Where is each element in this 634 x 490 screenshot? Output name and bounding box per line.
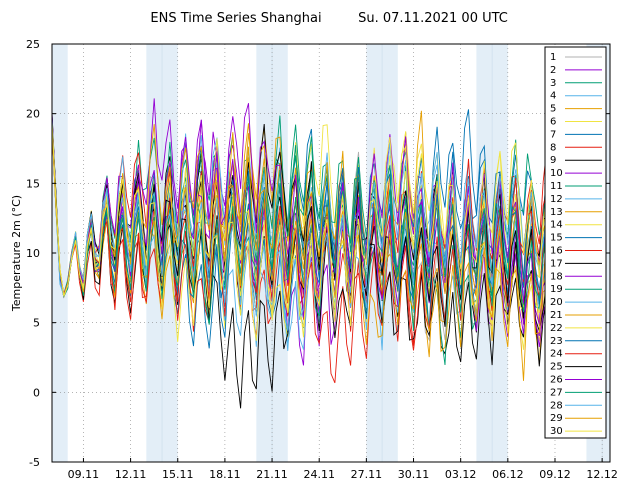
series-line-20 xyxy=(51,119,603,351)
y-tick-label: -5 xyxy=(29,456,40,469)
x-tick-label: 30.11 xyxy=(398,468,430,481)
x-tick-label: 09.12 xyxy=(539,468,571,481)
legend-label: 17 xyxy=(550,258,563,269)
y-tick-label: 0 xyxy=(33,386,40,399)
y-tick-label: 20 xyxy=(26,108,40,121)
series-lines xyxy=(51,98,603,409)
series-line-27 xyxy=(51,121,603,325)
legend-label: 15 xyxy=(550,233,563,244)
legend-label: 10 xyxy=(550,168,563,179)
legend-label: 26 xyxy=(550,375,563,386)
y-tick-label: 5 xyxy=(33,317,40,330)
legend-label: 12 xyxy=(550,194,563,205)
legend-label: 22 xyxy=(550,323,563,334)
legend-label: 3 xyxy=(550,78,556,89)
legend-label: 14 xyxy=(550,220,563,231)
y-tick-label: 10 xyxy=(26,247,40,260)
y-tick-label: 15 xyxy=(26,177,40,190)
legend-label: 25 xyxy=(550,362,563,373)
legend-label: 9 xyxy=(550,155,556,166)
x-tick-label: 24.11 xyxy=(303,468,335,481)
legend: 1234567891011121314151617181920212223242… xyxy=(544,46,607,439)
x-tick-label: 12.11 xyxy=(115,468,147,481)
legend-label: 2 xyxy=(550,65,556,76)
series-line-29 xyxy=(51,124,603,381)
legend-label: 30 xyxy=(550,426,563,437)
legend-label: 16 xyxy=(550,246,563,257)
legend-label: 28 xyxy=(550,400,563,411)
legend-label: 18 xyxy=(550,271,563,282)
series-line-24 xyxy=(51,126,603,384)
legend-label: 27 xyxy=(550,387,563,398)
x-tick-label: 12.12 xyxy=(586,468,618,481)
legend-label: 8 xyxy=(550,142,556,153)
legend-label: 29 xyxy=(550,413,563,424)
legend-label: 20 xyxy=(550,297,563,308)
legend-label: 23 xyxy=(550,336,563,347)
x-tick-label: 27.11 xyxy=(351,468,383,481)
x-tick-label: 03.12 xyxy=(445,468,477,481)
chart-title: ENS Time Series Shanghai xyxy=(150,11,321,26)
x-tick-label: 18.11 xyxy=(209,468,241,481)
legend-box xyxy=(544,46,607,439)
legend-label: 21 xyxy=(550,310,563,321)
y-axis-label: Temperature 2m (°C) xyxy=(10,195,23,312)
legend-label: 13 xyxy=(550,207,563,218)
weekend-band xyxy=(52,44,68,462)
x-axis-ticks: 09.11 12.11 15.11 18.11 21.11 24.11 27.11 30.11… xyxy=(68,458,618,481)
legend-label: 19 xyxy=(550,284,563,295)
x-tick-label: 09.11 xyxy=(68,468,100,481)
legend-label: 1 xyxy=(550,52,556,63)
legend-label: 11 xyxy=(550,181,563,192)
legend-label: 4 xyxy=(550,91,556,102)
x-tick-label: 15.11 xyxy=(162,468,194,481)
legend-label: 24 xyxy=(550,349,563,360)
chart-subtitle: Su. 07.11.2021 00 UTC xyxy=(358,11,508,26)
legend-label: 7 xyxy=(550,129,556,140)
series-line-30 xyxy=(51,120,603,342)
legend-label: 5 xyxy=(550,104,556,115)
series-line-28 xyxy=(51,115,603,394)
x-tick-label: 21.11 xyxy=(256,468,288,481)
y-tick-label: 25 xyxy=(26,38,40,51)
x-tick-label: 06.12 xyxy=(492,468,524,481)
legend-label: 6 xyxy=(550,117,556,128)
